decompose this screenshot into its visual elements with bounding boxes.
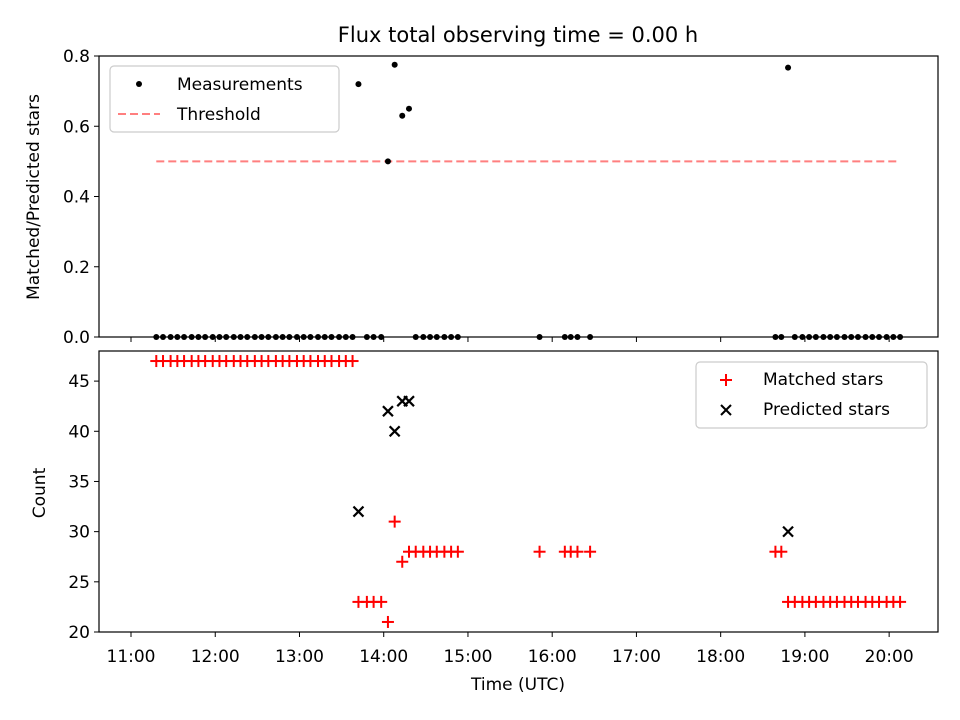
bottom-y-tick-label: 35 [68, 472, 90, 492]
bottom-x-axis-label: Time (UTC) [470, 675, 565, 695]
legend-measurements-label: Measurements [177, 75, 303, 95]
matched-star-point [894, 595, 907, 608]
bottom-x-tick-label: 19:00 [780, 647, 829, 667]
matched-stars-series [150, 355, 907, 628]
matched-star-point [346, 355, 359, 368]
predicted-star-stroke-b [388, 425, 401, 438]
bottom-x-tick-label: 12:00 [191, 647, 240, 667]
top-y-tick-label: 0.8 [63, 47, 90, 67]
bottom-x-tick-label: 14:00 [359, 647, 408, 667]
matched-star-point [571, 545, 584, 558]
bottom-x-tick-label: 20:00 [865, 647, 914, 667]
predicted-star-point [403, 395, 415, 407]
measurement-point [384, 158, 391, 165]
predicted-stars-series [352, 395, 794, 538]
bottom-x-tick-label: 15:00 [443, 647, 492, 667]
measurement-point [391, 61, 398, 68]
bottom-x-axis: 11:00 12:00 13:00 14:00 15:00 16:00 17:00 18:00… [107, 632, 914, 667]
matched-star-point [396, 555, 409, 568]
measurement-point [399, 112, 406, 119]
predicted-star-stroke-b [382, 405, 394, 417]
top-y-tick-label: 0.2 [63, 258, 90, 278]
measurement-point [785, 64, 792, 71]
matched-star-point [381, 615, 394, 628]
top-plot-frame [98, 55, 939, 338]
bottom-y-tick-label: 30 [68, 523, 90, 543]
bottom-y-tick-label: 40 [68, 422, 90, 442]
predicted-star-stroke-b [403, 395, 415, 407]
predicted-star-point [352, 505, 365, 518]
matched-star-point [451, 545, 464, 558]
measurement-point [405, 105, 412, 112]
legend-measurements-marker [136, 81, 142, 87]
bottom-x-tick-label: 17:00 [612, 647, 661, 667]
legend-matched-label: Matched stars [763, 370, 883, 390]
top-panel: 0.00.20.40.60.8 Matched/Predicted stars … [24, 47, 939, 348]
top-y-tick-label: 0.6 [63, 117, 90, 137]
chart-title: Flux total observing time = 0.00 h [338, 23, 698, 47]
top-y-tick-label: 0.0 [63, 328, 90, 348]
bottom-y-tick-label: 20 [68, 623, 90, 643]
predicted-star-point [382, 405, 394, 417]
top-legend-box [109, 65, 340, 133]
bottom-panel: 20 25 30 35 40 45 11:00 12:00 13:00 14:00 15:00 16… [30, 350, 939, 695]
bottom-x-tick-label: 11:00 [107, 647, 156, 667]
bottom-x-tick-label: 18:00 [696, 647, 745, 667]
top-y-axis-label: Matched/Predicted stars [24, 94, 44, 300]
bottom-x-tick-label: 16:00 [528, 647, 577, 667]
matched-star-point [388, 515, 401, 528]
bottom-y-axis-label: Count [30, 467, 50, 518]
bottom-legend: Matched stars Predicted stars [695, 361, 928, 429]
predicted-star-point [782, 525, 794, 538]
matched-star-point [584, 545, 597, 558]
predicted-star-stroke-b [782, 525, 794, 538]
bottom-y-tick-label: 45 [68, 372, 90, 392]
predicted-star-stroke-b [352, 505, 365, 518]
legend-threshold-label: Threshold [176, 105, 261, 125]
top-y-axis: 0.0 0.2 0.4 0.6 0.8 [63, 47, 99, 348]
matched-star-point [375, 595, 388, 608]
legend-predicted-label: Predicted stars [763, 400, 890, 420]
predicted-star-point [388, 425, 401, 438]
bottom-plot-frame [98, 350, 939, 633]
bottom-y-axis: 20 25 30 35 40 45 [68, 372, 99, 643]
bottom-legend-box [695, 361, 928, 429]
measurement-point [355, 81, 362, 88]
bottom-y-tick-label: 25 [68, 573, 90, 593]
top-y-tick-label: 0.4 [63, 188, 90, 208]
legend-matched-marker [720, 374, 732, 386]
bottom-x-tick-label: 13:00 [275, 647, 324, 667]
legend-predicted-marker [720, 404, 732, 416]
matched-star-point [775, 545, 788, 558]
top-legend: Measurements Threshold [109, 65, 340, 133]
matched-star-point [533, 545, 546, 558]
